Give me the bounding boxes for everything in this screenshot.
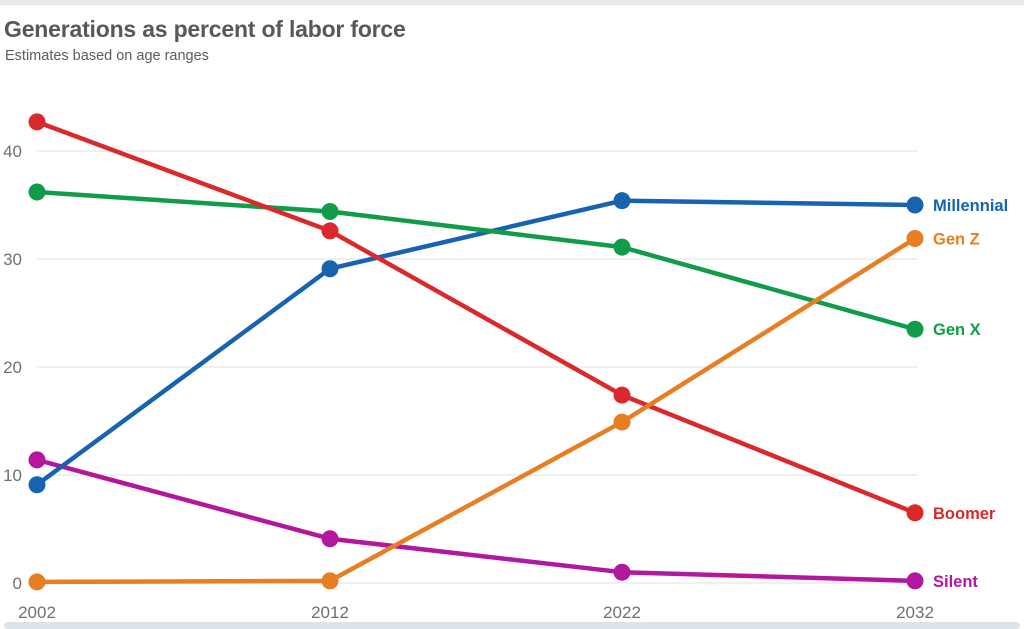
- data-point-silent-2032: [906, 572, 924, 590]
- series-line-boomer: [34, 119, 918, 516]
- chart-title: Generations as percent of labor force: [4, 16, 406, 42]
- series-label-silent: Silent: [933, 573, 978, 591]
- data-point-gen-z-2022: [613, 413, 631, 431]
- data-point-boomer-2002: [28, 113, 46, 131]
- y-axis-tick-label: 20: [3, 358, 22, 377]
- data-point-gen-x-2022: [613, 238, 631, 256]
- chart-subtitle: Estimates based on age ranges: [5, 48, 209, 64]
- data-point-boomer-2022: [613, 386, 631, 404]
- data-point-gen-x-2032: [906, 320, 924, 338]
- series-label-gen-z: Gen Z: [933, 230, 980, 248]
- series-line-gen-z: [34, 236, 918, 585]
- data-point-boomer-2032: [906, 504, 924, 522]
- series-label-gen-x: Gen X: [933, 321, 981, 339]
- x-axis-tick-label: 2012: [311, 603, 349, 622]
- data-point-millennial-2022: [613, 192, 631, 210]
- top-divider-strip: [0, 0, 1024, 5]
- data-point-silent-2022: [613, 563, 631, 581]
- data-point-boomer-2012: [321, 222, 339, 240]
- data-point-millennial-2002: [28, 476, 46, 494]
- data-point-millennial-2032: [906, 196, 924, 214]
- data-point-gen-z-2012: [321, 572, 339, 590]
- bottom-scroll-strip: [4, 622, 1020, 629]
- series-label-boomer: Boomer: [933, 505, 996, 523]
- data-point-millennial-2012: [321, 260, 339, 278]
- x-axis-tick-label: 2002: [18, 603, 56, 622]
- y-axis-tick-label: 30: [3, 250, 22, 269]
- data-point-silent-2002: [28, 451, 46, 469]
- x-axis-tick-label: 2022: [603, 603, 641, 622]
- series-label-millennial: Millennial: [933, 197, 1008, 215]
- y-axis-tick-label: 10: [3, 466, 22, 485]
- data-point-gen-x-2012: [321, 202, 339, 220]
- series-line-gen-x: [34, 189, 918, 332]
- data-point-silent-2012: [321, 530, 339, 548]
- x-axis-tick-label: 2032: [896, 603, 934, 622]
- y-axis-tick-label: 40: [3, 142, 22, 161]
- data-point-gen-x-2002: [28, 183, 46, 201]
- data-point-gen-z-2032: [906, 229, 924, 247]
- data-point-gen-z-2002: [28, 573, 46, 591]
- y-axis-tick-label: 0: [13, 574, 22, 593]
- series-line-millennial: [34, 198, 918, 487]
- series-line-silent: [34, 457, 918, 584]
